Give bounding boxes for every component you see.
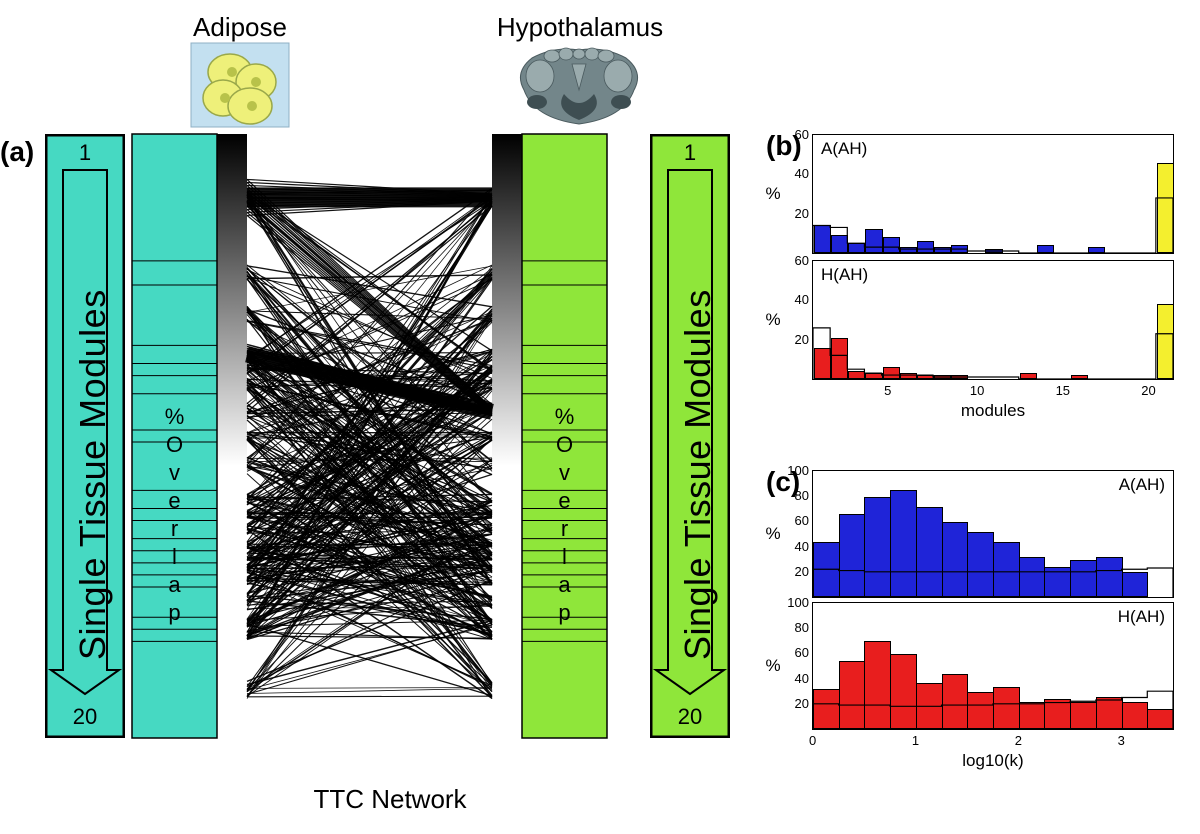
svg-text:v: v [169, 460, 180, 485]
ytick: 20 [779, 332, 809, 347]
x-axis-title: log10(k) [813, 751, 1173, 771]
svg-text:e: e [168, 488, 180, 513]
ytick: 20 [779, 206, 809, 221]
panel-b-chart-0: 204060%A(AH) [812, 134, 1174, 254]
svg-text:l: l [172, 544, 177, 569]
chart-inner-label: A(AH) [1119, 475, 1165, 495]
hypothalamus-title: Hypothalamus [470, 12, 690, 43]
svg-text:p: p [558, 600, 570, 625]
panel-a-label: (a) [0, 136, 34, 168]
ytick: 100 [779, 463, 809, 478]
svg-text:O: O [166, 432, 183, 457]
panel-c-chart-1: 20406080100%H(AH)0123log10(k) [812, 602, 1174, 730]
svg-text:20: 20 [678, 704, 702, 729]
chart-inner-label: A(AH) [821, 139, 867, 159]
single-tissue-modules-label: Single Tissue Modules [72, 196, 114, 660]
svg-text:O: O [556, 432, 573, 457]
panel-c-chart-0: 20406080100%A(AH) [812, 470, 1174, 598]
xtick: 5 [884, 383, 891, 398]
panel-c: 20406080100%A(AH)20406080100%H(AH)0123lo… [812, 470, 1174, 770]
ytick: 60 [779, 127, 809, 142]
svg-text:%: % [555, 404, 575, 429]
ytick: 80 [779, 488, 809, 503]
xtick: 0 [809, 733, 816, 748]
y-axis-title: % [765, 310, 781, 330]
ytick: 60 [779, 253, 809, 268]
xtick: 10 [970, 383, 984, 398]
xtick: 2 [1015, 733, 1022, 748]
ytick: 100 [779, 595, 809, 610]
ytick: 40 [779, 539, 809, 554]
y-axis-title: % [765, 524, 781, 544]
y-axis-title: % [765, 184, 781, 204]
chart-inner-label: H(AH) [821, 265, 868, 285]
ytick: 40 [779, 166, 809, 181]
ytick: 60 [779, 513, 809, 528]
svg-text:1: 1 [79, 140, 91, 165]
svg-text:a: a [558, 572, 571, 597]
xtick: 1 [912, 733, 919, 748]
x-axis-title: modules [813, 401, 1173, 421]
hypothalamus-icon [504, 42, 654, 128]
ytick: 60 [779, 645, 809, 660]
panel-b: 204060%A(AH)204060%H(AH)5101520modules [812, 134, 1174, 424]
ytick: 80 [779, 620, 809, 635]
svg-text:r: r [561, 516, 568, 541]
ttc-network-diagram: %Overlap%Overlap [42, 132, 732, 752]
xtick: 3 [1118, 733, 1125, 748]
ytick: 20 [779, 696, 809, 711]
xtick: 20 [1141, 383, 1155, 398]
ytick: 40 [779, 292, 809, 307]
svg-text:v: v [559, 460, 570, 485]
ytick: 20 [779, 564, 809, 579]
svg-text:%: % [165, 404, 185, 429]
ytick: 40 [779, 671, 809, 686]
svg-text:p: p [168, 600, 180, 625]
single-tissue-modules-label: Single Tissue Modules [677, 196, 719, 660]
xtick: 15 [1056, 383, 1070, 398]
y-axis-title: % [765, 656, 781, 676]
svg-text:20: 20 [73, 704, 97, 729]
hypothalamus-arrow-box: 1 20 Single Tissue Modules [650, 134, 730, 738]
adipose-icon [190, 42, 290, 128]
svg-text:r: r [171, 516, 178, 541]
svg-text:l: l [562, 544, 567, 569]
svg-text:1: 1 [684, 140, 696, 165]
chart-inner-label: H(AH) [1118, 607, 1165, 627]
adipose-arrow-box: 1 20 Single Tissue Modules [45, 134, 125, 738]
svg-text:a: a [168, 572, 181, 597]
adipose-title: Adipose [140, 12, 340, 43]
ttc-label: TTC Network [270, 784, 510, 815]
svg-text:e: e [558, 488, 570, 513]
panel-b-chart-1: 204060%H(AH)5101520modules [812, 260, 1174, 380]
